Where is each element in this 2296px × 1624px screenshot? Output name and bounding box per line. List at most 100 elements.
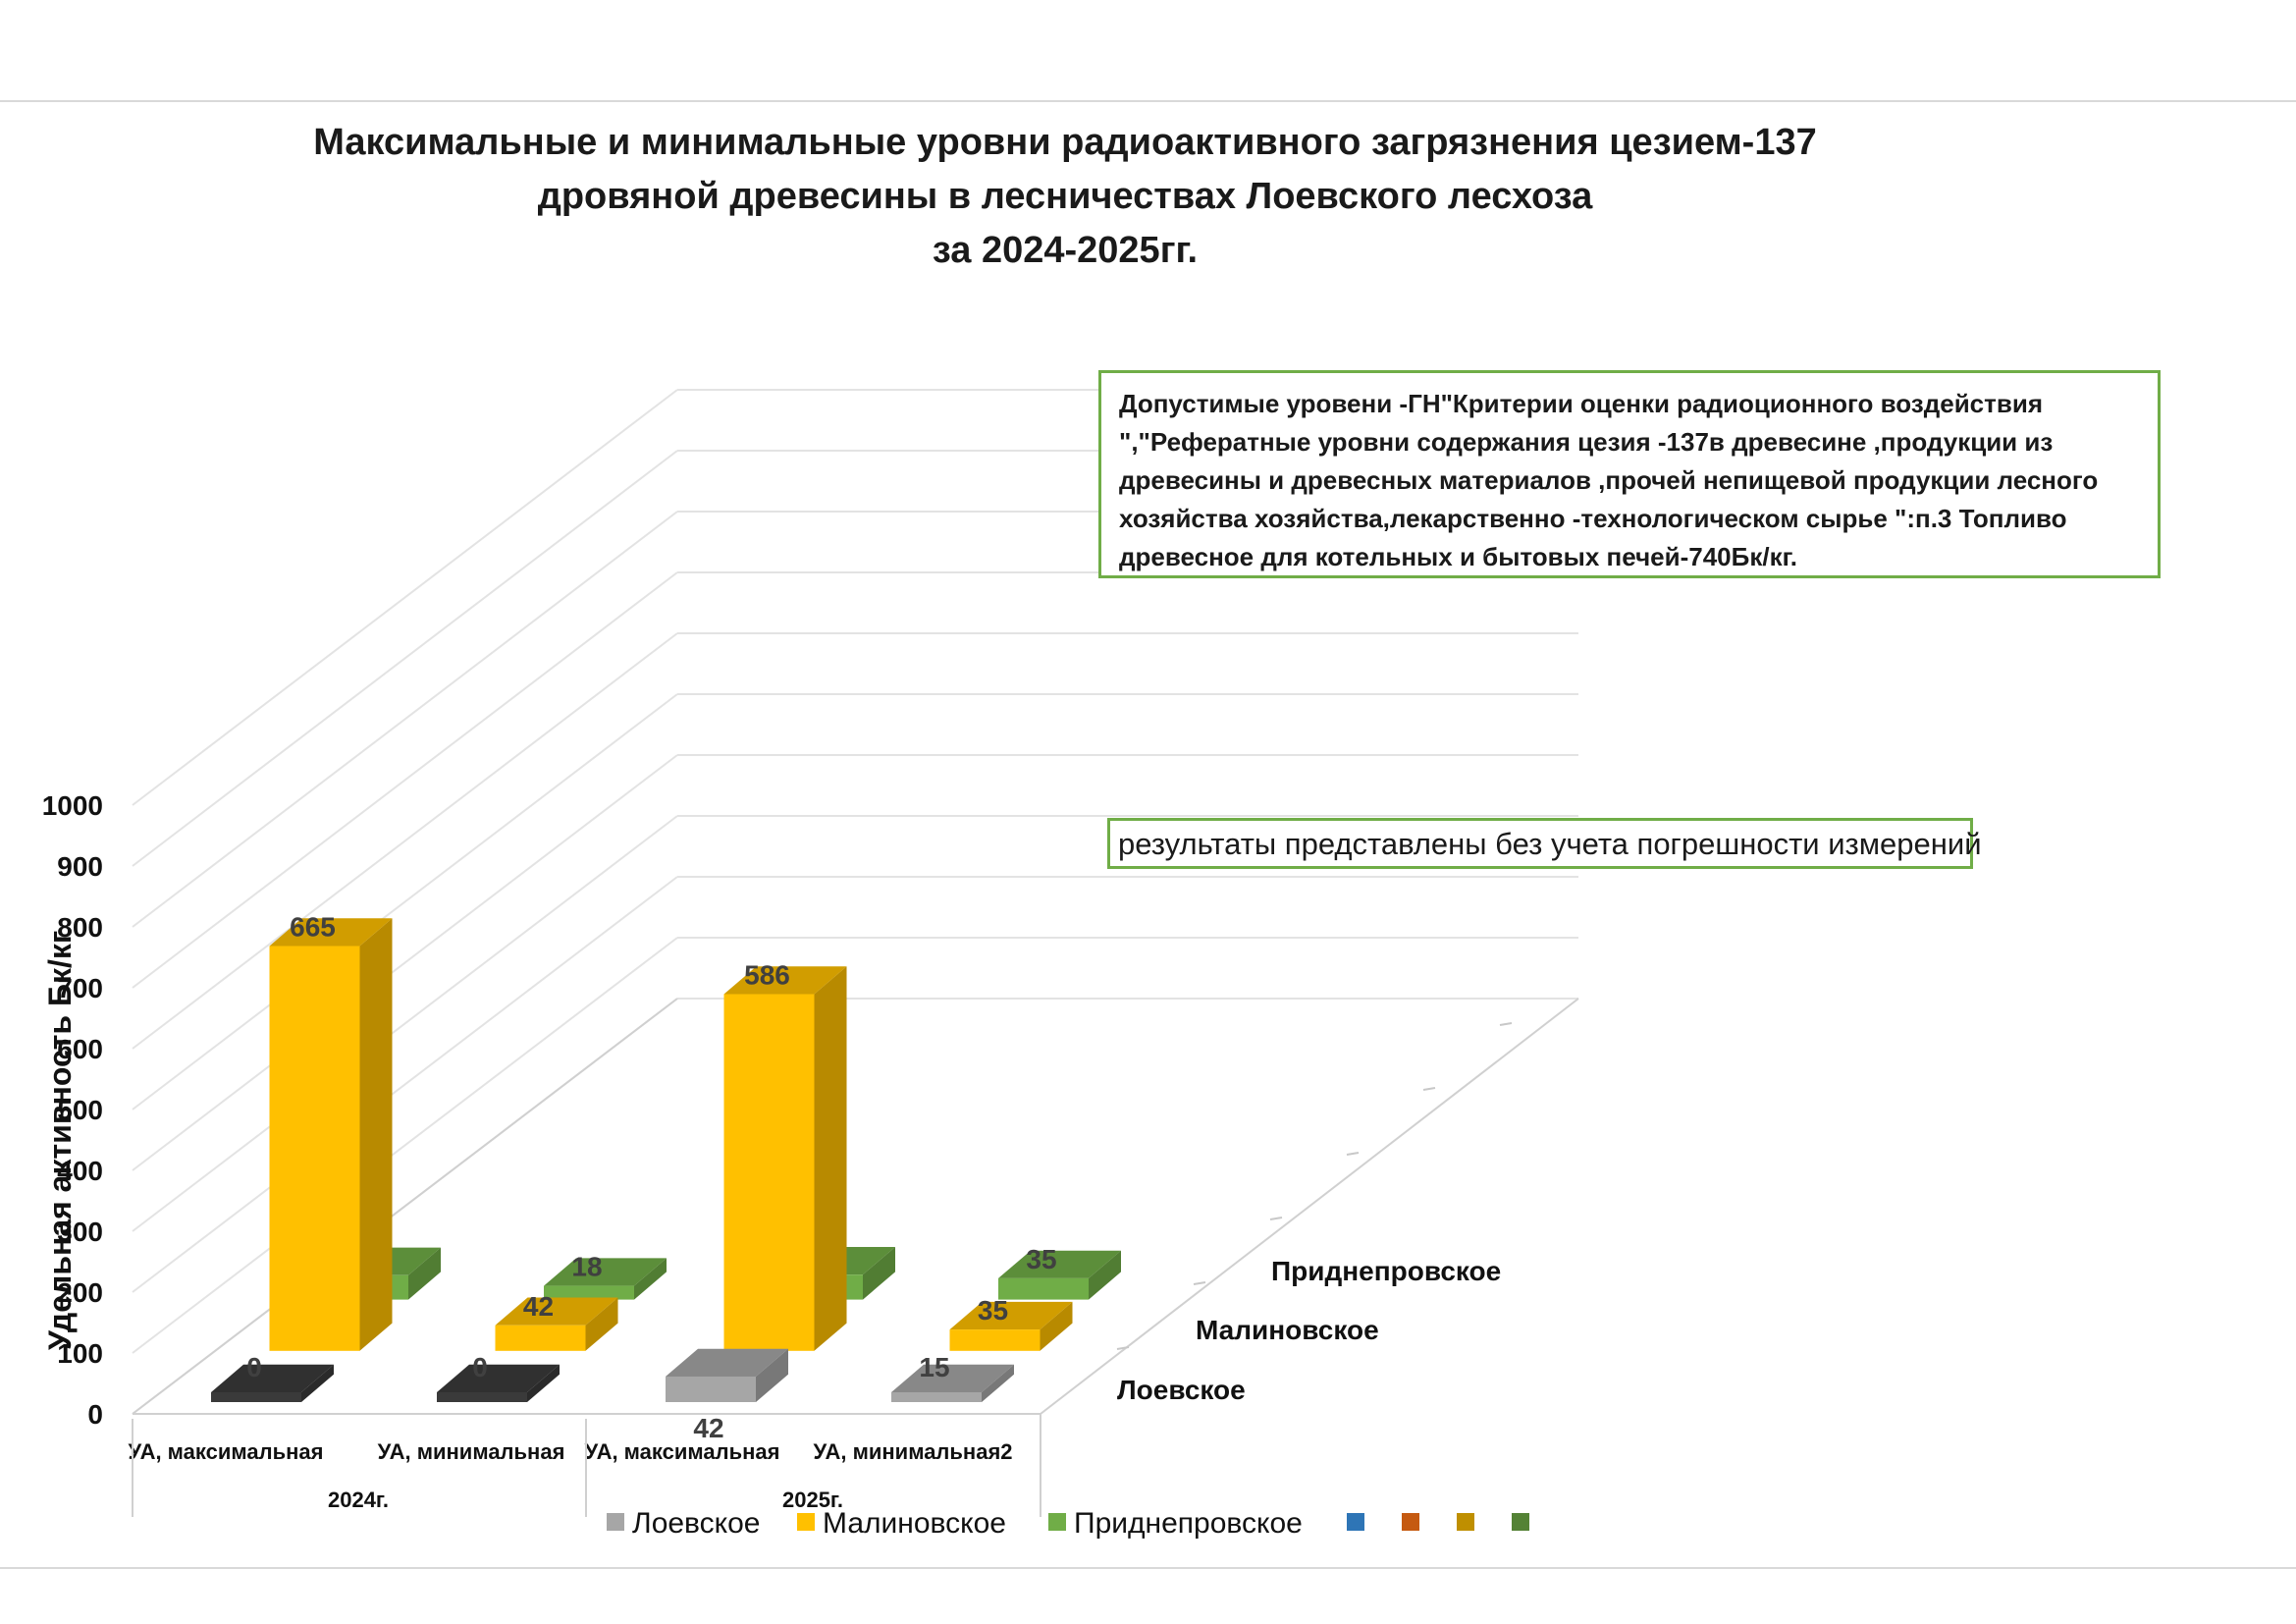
category-label: УА, максимальная <box>129 1439 324 1464</box>
note-line: ","Реферат­ные уровни содержания цезия -… <box>1119 427 2054 457</box>
bar-pridneprovskoe-side <box>863 1246 895 1300</box>
depth-tick <box>1193 1281 1206 1285</box>
chart-title: Максимальные и минимальные уровни радиоа… <box>236 116 1895 278</box>
title-line-2: дровяной древесины в лесничествах Лоевск… <box>537 176 1593 217</box>
bar-malinovskoe-top <box>949 1301 1073 1330</box>
legend-label: Лоевское <box>632 1507 761 1540</box>
data-label: 18 <box>571 1252 602 1282</box>
series-axis-label: Лоевское <box>1117 1375 1246 1405</box>
bar-malinovskoe-side <box>1040 1301 1073 1351</box>
category-label: УА, минимальная <box>378 1439 565 1464</box>
note-line: Допустимые уровени -ГН"Критерии оценки р… <box>1119 389 2044 418</box>
series-axis-label: Приднепровское <box>1271 1256 1501 1286</box>
floor-edge-right <box>1040 998 1579 1415</box>
bar-malinovskoe-top <box>723 966 847 995</box>
bar-pridneprovskoe-side <box>1089 1250 1121 1300</box>
depth-tick <box>1499 1022 1513 1026</box>
results-note: результаты представлены без учета погреш… <box>1107 818 1982 869</box>
gridline-side <box>132 754 678 1171</box>
top-divider <box>0 100 2296 102</box>
note-line: хозяйства хозяйства,лекарственно -технол… <box>1119 504 2067 533</box>
gridline-side <box>132 389 678 806</box>
y-tick-label: 200 <box>57 1277 103 1308</box>
series-axis-label: Малиновское <box>1196 1315 1379 1345</box>
bar-malinovskoe-top <box>269 918 393 947</box>
bar-pridneprovskoe-top <box>544 1258 667 1286</box>
gridline-side <box>132 571 678 989</box>
bar-pridneprovskoe-front <box>998 1277 1089 1300</box>
bottom-divider <box>0 1567 2296 1569</box>
legend-label: Малиновское <box>823 1507 1006 1540</box>
category-label: УА, максимальная <box>585 1439 780 1464</box>
legend-swatch <box>797 1513 815 1531</box>
gridline-side <box>132 511 678 928</box>
depth-tick <box>1346 1152 1360 1156</box>
floor-edge-left <box>132 998 678 1415</box>
bar-pridneprovskoe-side <box>408 1247 441 1300</box>
note-line: древесины и древесных материалов ,прочей… <box>1119 465 2099 495</box>
bar-loevskoe-side <box>527 1364 560 1402</box>
gridline-side <box>132 876 678 1293</box>
y-axis-title: Удельная активность Бк/кг <box>42 931 78 1350</box>
y-tick-label: 500 <box>57 1095 103 1125</box>
legend-swatch <box>1048 1513 1066 1531</box>
data-label: 42 <box>693 1413 723 1443</box>
bar-loevskoe-side <box>756 1348 788 1402</box>
data-label: 586 <box>744 959 790 990</box>
gridline-side <box>132 693 678 1110</box>
bar-malinovskoe-front <box>495 1325 586 1351</box>
y-tick-label: 600 <box>57 1034 103 1064</box>
bar-pridneprovskoe-side <box>634 1258 667 1300</box>
bar-malinovskoe-top <box>495 1297 618 1326</box>
bar-malinovskoe-side <box>359 918 393 1351</box>
legend-swatch <box>607 1513 624 1531</box>
gridline-side <box>132 937 678 1354</box>
y-tick-label: 700 <box>57 973 103 1003</box>
bar-loevskoe-side <box>982 1364 1014 1402</box>
data-label: 0 <box>472 1352 488 1382</box>
bar-loevskoe-side <box>301 1364 334 1402</box>
group-label: 2025г. <box>782 1488 843 1512</box>
legend-label: Приднепровское <box>1074 1507 1303 1540</box>
y-tick-label: 800 <box>57 912 103 943</box>
depth-tick <box>1422 1087 1436 1091</box>
bar-pridneprovskoe-front <box>544 1285 634 1300</box>
data-label: 0 <box>246 1352 262 1382</box>
depth-tick <box>1116 1346 1130 1350</box>
data-label: 42 <box>523 1291 554 1322</box>
bar-loevskoe-front <box>891 1392 982 1402</box>
gridline-side <box>132 450 678 867</box>
y-tick-label: 0 <box>87 1399 103 1430</box>
legend-swatch <box>1457 1513 1474 1531</box>
depth-tick <box>1269 1217 1283 1220</box>
data-label: 35 <box>1026 1244 1056 1274</box>
title-line-1: Максимальные и минимальные уровни радиоа… <box>313 122 1817 163</box>
legend-swatch <box>1347 1513 1364 1531</box>
y-tick-label: 300 <box>57 1217 103 1247</box>
bar-malinovskoe-side <box>814 966 847 1351</box>
bar-loevskoe-top <box>211 1364 334 1392</box>
bar-malinovskoe-front <box>269 946 360 1351</box>
bar-loevskoe-top <box>891 1364 1014 1392</box>
legend-swatch <box>1402 1513 1419 1531</box>
gridline-side <box>132 815 678 1232</box>
bar-loevskoe-top <box>666 1348 788 1377</box>
bar-loevskoe-top <box>437 1364 560 1392</box>
y-tick-label: 100 <box>57 1338 103 1369</box>
y-tick-label: 1000 <box>42 790 103 821</box>
note-line: древесное для котельных и бытовых печей-… <box>1119 542 1798 571</box>
title-line-3: за 2024-2025гг. <box>932 230 1199 271</box>
data-label: 15 <box>919 1352 949 1382</box>
permissible-levels-note: Допустимые уровени -ГН"Критерии оценки р… <box>1098 370 2161 578</box>
category-label: УА, минимальная2 <box>813 1439 1012 1464</box>
data-label: 35 <box>978 1295 1008 1326</box>
legend-swatch <box>1512 1513 1529 1531</box>
group-label: 2024г. <box>328 1488 389 1512</box>
bar-malinovskoe-side <box>585 1297 618 1351</box>
data-label: 665 <box>290 912 336 943</box>
bar-loevskoe-front <box>211 1392 301 1402</box>
bar-malinovskoe-front <box>723 994 815 1351</box>
bar-loevskoe-front <box>437 1392 527 1402</box>
bar-malinovskoe-front <box>949 1329 1041 1351</box>
